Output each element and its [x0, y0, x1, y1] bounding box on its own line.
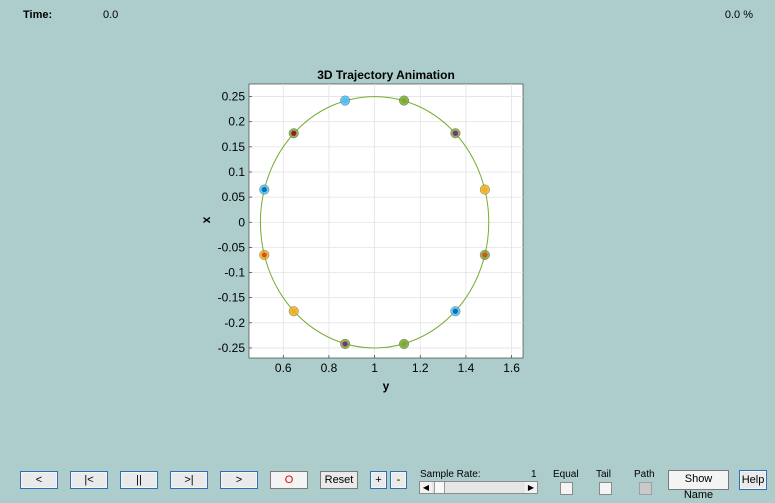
point-marker — [401, 341, 407, 347]
point-marker — [452, 130, 459, 136]
trajectory-line — [259, 96, 490, 349]
x-tick-label: 1.6 — [503, 361, 520, 375]
y-tick-label: 0.1 — [228, 165, 245, 179]
x-tick-label: 1 — [371, 361, 378, 375]
data-point — [259, 184, 270, 195]
point-marker — [291, 130, 297, 136]
data-point — [450, 128, 461, 139]
point-marker — [452, 308, 459, 314]
show-name-label: Show Name — [683, 473, 714, 501]
point-marker — [291, 308, 297, 314]
sample-rate-slider[interactable]: ◀ ▶ — [419, 481, 538, 494]
data-point — [399, 338, 410, 349]
tail-checkbox[interactable] — [599, 482, 612, 495]
point-marker — [342, 97, 348, 104]
pause-label: || — [136, 474, 142, 486]
time-value: 0.0 — [103, 9, 119, 21]
chart-title: 3D Trajectory Animation — [317, 68, 455, 82]
x-axis-label: y — [383, 379, 390, 393]
data-point — [479, 184, 490, 195]
y-tick-label: 0.05 — [222, 190, 246, 204]
point-marker — [261, 252, 267, 258]
x-tick-label: 0.8 — [321, 361, 338, 375]
tail-label: Tail — [596, 469, 612, 480]
sample-rate-label: Sample Rate: — [420, 469, 481, 480]
reset-label: Reset — [324, 474, 354, 486]
x-tick-label: 1.2 — [412, 361, 429, 375]
y-tick-label: -0.25 — [218, 341, 246, 355]
trajectory-plot: 3D Trajectory Animation 0.6 0.8 1 1.2 1.4 1.6… — [199, 68, 524, 393]
step-back-label: < — [35, 474, 43, 486]
zoom-in-label: + — [375, 474, 382, 486]
y-tick-label: -0.2 — [224, 316, 245, 330]
help-label: Help — [741, 474, 765, 486]
record-button[interactable]: O — [270, 471, 308, 489]
plot-area — [248, 83, 524, 359]
y-tick-label: 0.25 — [222, 90, 246, 104]
go-last-button[interactable]: >| — [170, 471, 208, 489]
data-point — [288, 128, 299, 139]
slider-left-arrow-icon[interactable]: ◀ — [420, 482, 432, 493]
record-label: O — [284, 474, 294, 486]
data-point — [340, 338, 351, 349]
y-tick-label: -0.05 — [218, 240, 246, 254]
grid — [249, 84, 523, 358]
slider-thumb[interactable] — [434, 482, 445, 493]
go-last-label: >| — [184, 474, 194, 486]
step-forward-label: > — [235, 474, 243, 486]
time-label: Time: — [23, 9, 53, 21]
data-point — [479, 249, 490, 260]
point-marker — [261, 186, 267, 193]
y-tick-label: -0.15 — [218, 291, 246, 305]
data-point — [259, 249, 270, 260]
data-point — [450, 306, 461, 317]
y-tick-label: -0.1 — [224, 266, 245, 280]
go-first-button[interactable]: |< — [70, 471, 108, 489]
axis-ticks: 0.6 0.8 1 1.2 1.4 1.6 0.25 0.2 0.15 0.1 0.05 0 -0.05… — [218, 90, 521, 375]
step-back-button[interactable]: < — [20, 471, 58, 489]
x-tick-label: 1.4 — [458, 361, 475, 375]
y-tick-label: 0.2 — [228, 115, 245, 129]
zoom-out-label: - — [396, 474, 401, 486]
reset-button[interactable]: Reset — [320, 471, 358, 489]
equal-checkbox[interactable] — [560, 482, 573, 495]
point-marker — [482, 186, 488, 193]
y-tick-label: 0.15 — [222, 140, 246, 154]
path-label: Path — [634, 469, 655, 480]
trajectory-path — [259, 96, 490, 349]
progress-percent: 0.0 % — [724, 9, 753, 21]
data-points — [259, 95, 490, 349]
y-tick-label: 0 — [238, 215, 245, 229]
zoom-out-button[interactable]: - — [390, 471, 407, 489]
data-point — [340, 95, 351, 106]
equal-label: Equal — [553, 469, 579, 480]
slider-right-arrow-icon[interactable]: ▶ — [525, 482, 537, 493]
pause-button[interactable]: || — [120, 471, 158, 489]
data-point — [399, 95, 410, 106]
zoom-in-button[interactable]: + — [370, 471, 387, 489]
point-marker — [482, 252, 488, 258]
path-checkbox[interactable] — [639, 482, 652, 495]
point-marker — [401, 97, 407, 104]
y-axis-label: x — [199, 216, 213, 223]
x-tick-label: 0.6 — [275, 361, 292, 375]
show-name-button[interactable]: Show Name — [668, 470, 729, 501]
help-button[interactable]: Help — [739, 470, 767, 490]
point-marker — [342, 341, 348, 347]
sample-rate-value: 1 — [531, 469, 537, 480]
step-forward-button[interactable]: > — [220, 471, 258, 489]
go-first-label: |< — [84, 474, 94, 486]
data-point — [288, 306, 299, 317]
